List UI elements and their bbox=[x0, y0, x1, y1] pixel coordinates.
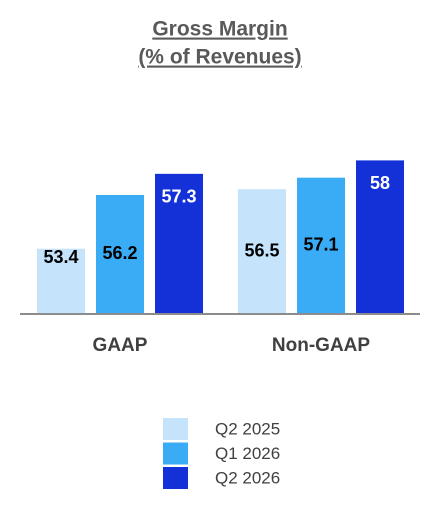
bar bbox=[297, 177, 345, 314]
legend-label: Q2 2026 bbox=[215, 468, 280, 487]
value-label: 53.4 bbox=[43, 247, 78, 267]
value-label: 56.2 bbox=[102, 243, 137, 263]
legend-swatch bbox=[163, 418, 188, 440]
chart-title: Gross Margin bbox=[152, 18, 287, 41]
value-label: 57.1 bbox=[303, 235, 338, 255]
bar bbox=[96, 194, 144, 314]
legend-swatch bbox=[163, 467, 188, 489]
x-tick-label: Non-GAAP bbox=[272, 335, 370, 356]
x-tick-label: GAAP bbox=[93, 335, 148, 356]
bar bbox=[238, 189, 286, 314]
legend-label: Q1 2026 bbox=[215, 444, 280, 463]
value-label: 58 bbox=[370, 173, 390, 193]
bar bbox=[155, 173, 203, 314]
legend-label: Q2 2025 bbox=[215, 419, 280, 438]
bar bbox=[356, 160, 404, 314]
chart-subtitle: (% of Revenues) bbox=[138, 46, 301, 69]
bar bbox=[37, 248, 85, 314]
legend-swatch bbox=[163, 442, 188, 465]
value-label: 56.5 bbox=[244, 240, 279, 260]
value-label: 57.3 bbox=[161, 187, 196, 207]
